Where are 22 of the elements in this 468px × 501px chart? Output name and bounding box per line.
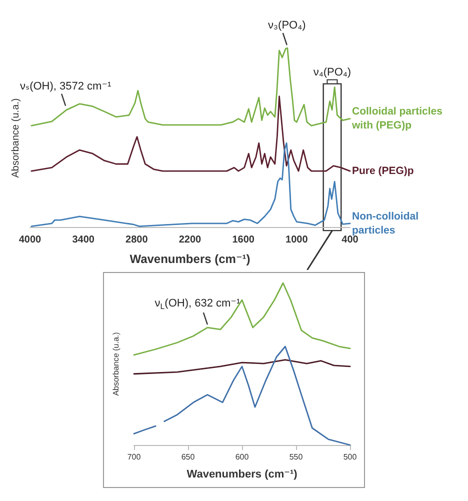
series-label: Non-colloidal particles [352, 210, 422, 236]
x-tick-label: 1600 [232, 234, 255, 246]
x-tick-label: 550 [289, 452, 304, 462]
x-tick-label: 4000 [18, 234, 42, 246]
annotation: ν₄(PO₄) [313, 66, 352, 78]
x-tick-label: 700 [127, 452, 142, 462]
x-tick-label: 1000 [286, 234, 308, 246]
x-tick-label: 500 [343, 452, 358, 462]
annotation: ν₃(PO₄) [268, 20, 306, 32]
x-tick-label: 2200 [178, 234, 202, 246]
x-axis-title: Wavenumbers (cm⁻¹) [130, 252, 250, 266]
x-tick-label: 3400 [72, 234, 95, 246]
series-label: Pure (PEG)p [352, 165, 414, 178]
x-tick-label: 2800 [126, 234, 148, 246]
annotation: νₛ(OH), 3572 cm⁻¹ [20, 80, 112, 92]
x-tick-label: 400 [342, 234, 359, 246]
x-tick-label: 650 [181, 452, 196, 462]
x-tick-label: 600 [235, 452, 250, 462]
y-axis-title: Absorbance (u.a.) [112, 332, 120, 396]
x-axis-title: Wavenumbers (cm⁻¹) [186, 468, 298, 480]
y-axis-title: Absorbance (u.a.) [10, 98, 22, 178]
series-label: Colloidal particles with (PEG)p [351, 106, 446, 132]
